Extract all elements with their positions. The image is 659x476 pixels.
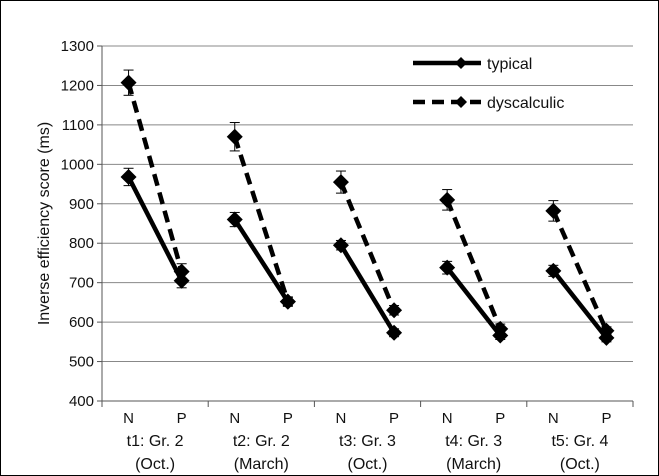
legend-dyscalculic-marker bbox=[455, 96, 467, 108]
data-point-typical-1 bbox=[173, 272, 190, 289]
series-typical-segment-3 bbox=[445, 266, 503, 337]
category-label-3: P bbox=[283, 410, 293, 427]
group-label-2-line2: (Oct.) bbox=[348, 456, 388, 473]
group-label-3-line2: (March) bbox=[446, 456, 501, 473]
data-point-dyscalculic-6 bbox=[439, 191, 456, 208]
data-point-dyscalculic-8 bbox=[545, 202, 562, 219]
category-label-7: P bbox=[495, 410, 505, 427]
group-label-1-line1: t2: Gr. 2 bbox=[233, 433, 290, 450]
data-point-typical-4 bbox=[332, 237, 349, 254]
category-label-8: N bbox=[548, 410, 559, 427]
category-label-2: N bbox=[229, 410, 240, 427]
data-point-dyscalculic-0 bbox=[120, 74, 137, 91]
axis-layer: 400 500 600 700 800 900 1000 1100 1200 1300 N P N P N P… bbox=[61, 38, 634, 473]
group-label-3-line1: t4: Gr. 3 bbox=[445, 433, 502, 450]
category-label-6: N bbox=[442, 410, 453, 427]
y-tick-label-1200: 1200 bbox=[61, 77, 94, 94]
data-point-typical-6 bbox=[439, 259, 456, 276]
data-point-dyscalculic-7 bbox=[492, 320, 509, 337]
series-layer bbox=[120, 69, 615, 346]
y-tick-label-900: 900 bbox=[69, 196, 94, 213]
y-tick-label-1300: 1300 bbox=[61, 38, 94, 55]
data-point-typical-5 bbox=[386, 324, 403, 341]
y-tick-label-1000: 1000 bbox=[61, 156, 94, 173]
category-label-5: P bbox=[389, 410, 399, 427]
series-typical-segment-0 bbox=[126, 175, 184, 282]
legend-typical-marker bbox=[455, 57, 467, 69]
series-dyscalculic-segment-2 bbox=[338, 181, 397, 312]
legend: typical dyscalculic bbox=[413, 56, 564, 112]
series-typical-segment-1 bbox=[232, 218, 290, 303]
data-point-dyscalculic-2 bbox=[226, 128, 243, 145]
group-label-4-line2: (Oct.) bbox=[560, 456, 600, 473]
series-typical-segment-2 bbox=[339, 244, 396, 334]
group-label-1-line2: (March) bbox=[234, 456, 289, 473]
series-dyscalculic-segment-0 bbox=[126, 82, 184, 273]
y-tick-label-400: 400 bbox=[69, 393, 94, 410]
data-point-dyscalculic-1 bbox=[173, 263, 190, 280]
series-dyscalculic-segment-4 bbox=[551, 209, 609, 332]
category-label-0: N bbox=[123, 410, 134, 427]
data-point-dyscalculic-5 bbox=[386, 302, 403, 319]
group-label-4-line1: t5: Gr. 4 bbox=[551, 433, 608, 450]
y-tick-label-700: 700 bbox=[69, 275, 94, 292]
legend-dyscalculic-label: dyscalculic bbox=[487, 95, 564, 112]
data-point-typical-0 bbox=[120, 168, 137, 185]
group-label-2-line1: t3: Gr. 3 bbox=[339, 433, 396, 450]
series-dyscalculic-segment-3 bbox=[445, 198, 503, 330]
category-label-9: P bbox=[601, 410, 611, 427]
y-axis-label: Inverse efficiency score (ms) bbox=[36, 122, 53, 325]
group-label-0-line2: (Oct.) bbox=[135, 456, 175, 473]
series-dyscalculic-segment-1 bbox=[232, 136, 290, 303]
y-tick-label-800: 800 bbox=[69, 235, 94, 252]
y-tick-label-600: 600 bbox=[69, 314, 94, 331]
group-label-0-line1: t1: Gr. 2 bbox=[127, 433, 184, 450]
data-point-dyscalculic-4 bbox=[332, 174, 349, 191]
data-point-typical-2 bbox=[226, 211, 243, 228]
data-point-dyscalculic-3 bbox=[279, 293, 296, 310]
data-point-typical-8 bbox=[545, 262, 562, 279]
category-label-4: N bbox=[336, 410, 347, 427]
data-point-dyscalculic-9 bbox=[598, 322, 615, 339]
y-tick-label-1100: 1100 bbox=[62, 117, 94, 134]
category-label-1: P bbox=[177, 410, 187, 427]
legend-typical-label: typical bbox=[487, 56, 532, 73]
series-typical-segment-4 bbox=[551, 269, 609, 340]
y-tick-label-500: 500 bbox=[69, 354, 94, 371]
